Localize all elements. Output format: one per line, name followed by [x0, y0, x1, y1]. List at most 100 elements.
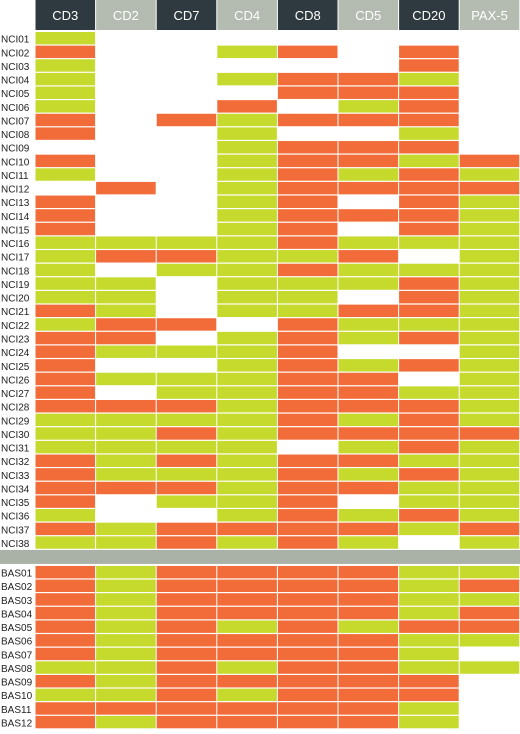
cell-nci07-cd7 — [156, 113, 217, 127]
cell-nci38-cd5 — [338, 536, 399, 549]
cell-nci27-pax-5 — [459, 386, 520, 399]
cell-nci34-cd20 — [399, 481, 459, 495]
cell-nci15-cd3 — [35, 222, 96, 236]
cell-nci30-cd20 — [399, 427, 459, 440]
cell-nci35-cd3 — [35, 495, 96, 508]
cell-nci18-cd4 — [217, 263, 277, 277]
cell-bas10-cd8 — [277, 688, 338, 702]
cell-bas07-cd3 — [35, 647, 96, 661]
cell-nci31-pax-5 — [459, 440, 520, 454]
cell-nci38-cd8 — [277, 536, 338, 549]
cell-bas09-cd8 — [277, 674, 338, 688]
cell-nci22-pax-5 — [459, 318, 520, 331]
row-label-nci33: NCI33 — [1, 471, 30, 482]
cell-nci17-cd5 — [338, 250, 399, 263]
cell-nci26-cd8 — [277, 372, 338, 386]
header-label-cd3: CD3 — [52, 8, 78, 23]
cell-nci14-cd3 — [35, 209, 96, 222]
header-label-cd7: CD7 — [173, 8, 199, 23]
cell-nci12-cd2 — [96, 181, 156, 195]
cell-nci35-cd4 — [217, 495, 277, 508]
cell-bas07-cd8 — [277, 647, 338, 661]
cell-bas08-cd20 — [399, 661, 459, 674]
cell-bas05-cd3 — [35, 620, 96, 633]
row-label-nci01: NCI01 — [1, 35, 30, 46]
header-label-cd2: CD2 — [113, 8, 139, 23]
row-label-nci05: NCI05 — [1, 89, 30, 100]
cell-nci20-cd4 — [217, 290, 277, 304]
cell-bas12-cd2 — [96, 715, 156, 729]
cell-nci10-cd20 — [399, 154, 459, 168]
cell-nci14-cd5 — [338, 209, 399, 222]
cell-bas09-cd2 — [96, 674, 156, 688]
row-label-nci11: NCI11 — [1, 171, 29, 182]
cell-nci13-cd20 — [399, 195, 459, 208]
cell-nci28-cd3 — [35, 400, 96, 413]
cell-nci34-cd8 — [277, 481, 338, 495]
cell-nci22-cd3 — [35, 318, 96, 331]
cell-nci23-cd3 — [35, 331, 96, 345]
row-label-nci29: NCI29 — [1, 416, 30, 427]
cell-nci04-cd5 — [338, 72, 399, 86]
cell-nci26-cd5 — [338, 372, 399, 386]
cell-nci20-cd8 — [277, 290, 338, 304]
cell-bas04-cd2 — [96, 606, 156, 620]
cell-nci16-cd7 — [156, 236, 217, 249]
cell-nci10-cd5 — [338, 154, 399, 168]
cell-nci33-cd8 — [277, 468, 338, 481]
row-label-nci35: NCI35 — [1, 498, 30, 509]
cell-nci33-cd7 — [156, 468, 217, 481]
row-label-bas04: BAS04 — [1, 609, 33, 620]
cell-bas06-cd4 — [217, 634, 277, 647]
cell-bas03-cd8 — [277, 593, 338, 606]
cell-bas04-cd20 — [399, 606, 459, 620]
header-label-cd20: CD20 — [412, 8, 445, 23]
cell-bas07-cd20 — [399, 647, 459, 661]
cell-nci19-cd5 — [338, 277, 399, 290]
cell-bas03-cd4 — [217, 593, 277, 606]
cell-nci12-pax-5 — [459, 181, 520, 195]
cell-bas05-cd8 — [277, 620, 338, 633]
cell-nci10-cd4 — [217, 154, 277, 168]
row-label-nci14: NCI14 — [1, 212, 30, 223]
cell-bas02-cd5 — [338, 579, 399, 592]
cell-nci12-cd4 — [217, 181, 277, 195]
row-label-nci03: NCI03 — [1, 62, 30, 73]
header-cell-cd3 — [35, 0, 96, 30]
cell-nci35-cd7 — [156, 495, 217, 508]
cell-nci27-cd8 — [277, 386, 338, 399]
cell-nci31-cd4 — [217, 440, 277, 454]
cell-nci09-cd20 — [399, 141, 459, 154]
row-label-nci27: NCI27 — [1, 389, 30, 400]
cell-nci30-cd3 — [35, 427, 96, 440]
cell-nci24-pax-5 — [459, 345, 520, 358]
cell-nci38-pax-5 — [459, 536, 520, 549]
cell-bas02-cd2 — [96, 579, 156, 592]
cell-nci20-cd2 — [96, 290, 156, 304]
cell-nci24-cd8 — [277, 345, 338, 358]
cell-nci05-cd3 — [35, 86, 96, 99]
row-label-nci06: NCI06 — [1, 103, 30, 114]
row-label-bas02: BAS02 — [1, 582, 33, 593]
header-cell-cd5 — [338, 0, 399, 30]
row-label-nci16: NCI16 — [1, 239, 30, 250]
cell-nci24-cd2 — [96, 345, 156, 358]
cell-nci28-pax-5 — [459, 400, 520, 413]
cell-nci16-cd5 — [338, 236, 399, 249]
group-separator — [0, 549, 520, 564]
cell-nci27-cd5 — [338, 386, 399, 399]
cell-nci14-cd20 — [399, 209, 459, 222]
cell-nci15-cd4 — [217, 222, 277, 236]
cell-nci16-cd8 — [277, 236, 338, 249]
cell-nci21-cd5 — [338, 304, 399, 318]
cell-nci06-cd3 — [35, 100, 96, 113]
cell-nci20-pax-5 — [459, 290, 520, 304]
cell-nci16-pax-5 — [459, 236, 520, 249]
cell-nci07-cd3 — [35, 113, 96, 127]
cell-nci06-cd4 — [217, 100, 277, 113]
cell-nci28-cd8 — [277, 400, 338, 413]
cell-nci03-cd20 — [399, 59, 459, 72]
cell-nci21-cd20 — [399, 304, 459, 318]
cell-nci18-pax-5 — [459, 263, 520, 277]
cell-nci30-cd5 — [338, 427, 399, 440]
